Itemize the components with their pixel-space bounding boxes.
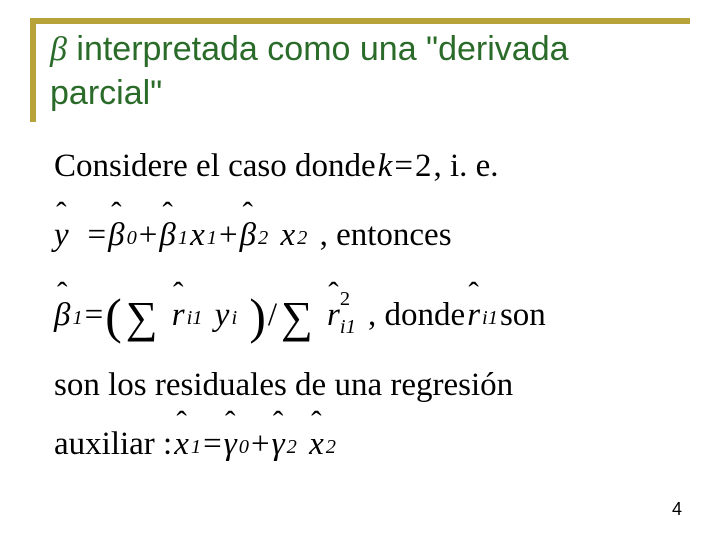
text-line-4: son los residuales de una regresión xyxy=(54,359,680,412)
equals: = xyxy=(394,140,413,193)
title-rest: interpretada como una "derivada parcial" xyxy=(50,30,569,112)
supsub: 2i1 xyxy=(340,297,356,334)
title-beta: β xyxy=(50,31,67,68)
sub-2: 2 xyxy=(287,431,297,464)
var-xhat: x xyxy=(309,418,324,471)
sub-i1: i1 xyxy=(187,302,203,335)
slide: β interpretada como una "derivada parcia… xyxy=(0,0,720,540)
text: , entonces xyxy=(320,209,452,262)
text: , donde xyxy=(368,289,465,342)
sub-1: 1 xyxy=(207,222,217,255)
equals: = xyxy=(88,209,107,262)
sigma-icon: ∑ xyxy=(281,282,313,353)
var-gamma: γ xyxy=(272,418,285,471)
sub-i1: i1 xyxy=(482,302,498,335)
text: auxiliar : xyxy=(54,418,172,471)
sub-2: 2 xyxy=(297,222,307,255)
equals: = xyxy=(85,289,104,342)
equation-line-2: y = β0 + β1 x1 + β2 x2 , entonces xyxy=(54,209,680,262)
equation-line-1: Considere el caso donde k = 2 , i. e. xyxy=(54,140,680,193)
title-box: β interpretada como una "derivada parcia… xyxy=(30,18,690,122)
sup-2: 2 xyxy=(340,290,356,308)
var-r: r xyxy=(327,289,340,342)
equation-line-3: β1 = ( ∑ ri1 yi ) / ∑ r2i1 , donde ri1 s… xyxy=(54,276,680,355)
slash: / xyxy=(268,289,277,342)
sub-2: 2 xyxy=(326,431,336,464)
sub-2: 2 xyxy=(258,222,268,255)
var-x: x xyxy=(190,209,205,262)
sub-1: 1 xyxy=(191,431,201,464)
sub-1: 1 xyxy=(178,222,188,255)
equals: = xyxy=(203,418,222,471)
page-number: 4 xyxy=(672,499,682,520)
sub-1: 1 xyxy=(72,302,82,335)
text: , i. e. xyxy=(433,140,498,193)
slide-title: β interpretada como una "derivada parcia… xyxy=(50,28,690,114)
var-xhat: x xyxy=(174,418,189,471)
slide-content: Considere el caso donde k = 2 , i. e. y … xyxy=(30,140,690,470)
var-y: y xyxy=(215,289,230,342)
equation-line-5: auxiliar : x1 = γ0 + γ2 x2 xyxy=(54,418,680,471)
sub-i: i xyxy=(231,302,237,335)
plus: + xyxy=(139,209,158,262)
sub-i1: i1 xyxy=(340,318,356,336)
var-yhat: y xyxy=(54,209,69,262)
const-2: 2 xyxy=(415,140,432,193)
text: Considere el caso donde xyxy=(54,140,376,193)
sigma-icon: ∑ xyxy=(126,282,158,353)
var-beta: β xyxy=(54,289,70,342)
var-k: k xyxy=(378,140,393,193)
text: son xyxy=(500,289,546,342)
var-x: x xyxy=(280,209,295,262)
rparen: ) xyxy=(249,277,265,356)
var-gamma: γ xyxy=(224,418,237,471)
plus: + xyxy=(219,209,238,262)
plus: + xyxy=(251,418,270,471)
sub-0: 0 xyxy=(239,431,249,464)
var-beta: β xyxy=(240,209,256,262)
var-beta: β xyxy=(159,209,175,262)
var-r: r xyxy=(172,289,185,342)
lparen: ( xyxy=(105,277,121,356)
var-r: r xyxy=(467,289,480,342)
var-beta: β xyxy=(108,209,124,262)
sub-0: 0 xyxy=(127,222,137,255)
